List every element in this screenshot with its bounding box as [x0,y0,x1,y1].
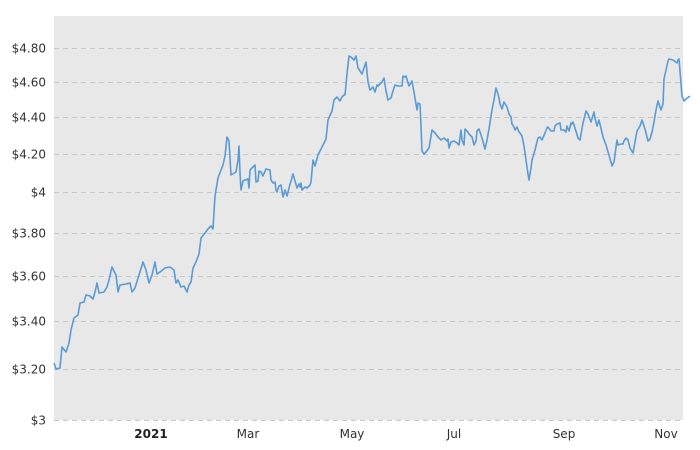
y-tick-label: $4.40 [12,111,46,125]
y-tick-label: $3.40 [12,315,46,329]
y-tick-label: $3.80 [12,227,46,241]
plot-background [54,16,683,420]
x-tick-label: Sep [553,427,576,441]
price-line [53,55,691,370]
x-axis: 2021 Mar May Jul Sep Nov [134,427,677,441]
x-tick-label: Jul [446,427,461,441]
y-tick-label: $4.60 [12,76,46,90]
y-tick-label: $3.60 [12,270,46,284]
x-tick-label: May [340,427,365,441]
y-axis: $4.80 $4.60 $4.40 $4.20 $4 $3.80 $3.60 $3.40 $3.… [12,42,46,428]
gridlines [54,48,683,421]
y-tick-label: $3.20 [12,363,46,377]
y-tick-label: $4 [31,186,46,200]
x-tick-label: 2021 [134,427,167,441]
x-tick-label: Mar [237,427,260,441]
x-tick-label: Nov [654,427,677,441]
y-tick-label: $3 [31,414,46,428]
y-tick-label: $4.20 [12,148,46,162]
y-tick-label: $4.80 [12,42,46,56]
